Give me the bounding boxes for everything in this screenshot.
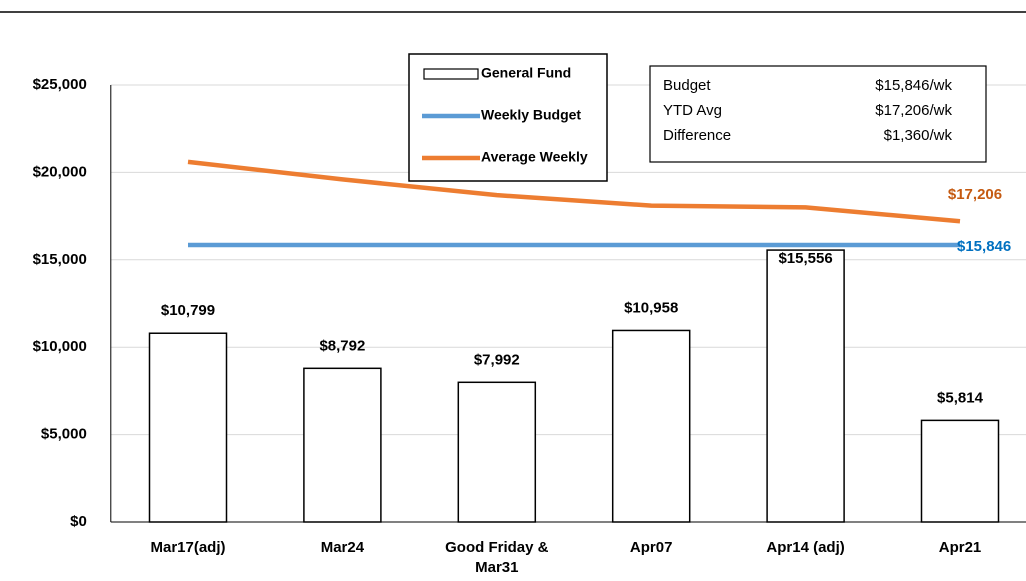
info-value: $17,206/wk bbox=[875, 102, 952, 119]
line bbox=[187, 159, 961, 224]
y-tick-label: $25,000 bbox=[33, 76, 87, 93]
x-tick-label: Mar17(adj) bbox=[150, 539, 226, 556]
y-tick-label: $20,000 bbox=[33, 163, 87, 180]
y-tick-label: $0 bbox=[70, 513, 87, 530]
info-label: YTD Avg bbox=[663, 102, 722, 119]
data-label: $10,799 bbox=[161, 302, 215, 319]
data-label: $8,792 bbox=[319, 337, 365, 354]
legend: General Fund Weekly Budget Average Weekly bbox=[408, 53, 608, 182]
bar bbox=[457, 381, 537, 523]
info-label: Budget bbox=[663, 77, 711, 94]
data-label: $10,958 bbox=[624, 299, 678, 316]
y-tick-label: $15,000 bbox=[33, 251, 87, 268]
x-tick-label: Apr07 bbox=[629, 539, 673, 556]
info-box: Budget $15,846/wk YTD Avg $17,206/wk Differe… bbox=[649, 65, 987, 163]
x-tick-label: Apr14 (adj) bbox=[766, 539, 845, 556]
x-tick-label: Good Friday & Mar31 bbox=[445, 539, 549, 576]
data-label: $17,206 bbox=[948, 186, 1002, 203]
data-label: $5,814 bbox=[937, 389, 984, 406]
bar bbox=[920, 419, 1000, 523]
y-tick-label: $5,000 bbox=[41, 426, 87, 443]
data-label: $15,846 bbox=[957, 238, 1011, 255]
y-tick-label: $10,000 bbox=[33, 338, 87, 355]
info-box-frame bbox=[649, 65, 987, 163]
x-tick-label: Apr21 bbox=[938, 539, 982, 556]
bar bbox=[148, 332, 228, 523]
bar bbox=[303, 367, 382, 523]
info-label: Difference bbox=[663, 127, 731, 144]
data-label: $15,556 bbox=[778, 250, 832, 267]
legend-label: Average Weekly bbox=[481, 149, 588, 165]
info-value: $1,360/wk bbox=[884, 127, 953, 144]
x-tick-label: Mar24 bbox=[320, 539, 365, 556]
legend-swatch bbox=[423, 68, 479, 80]
bar bbox=[611, 329, 691, 523]
legend-label: Weekly Budget bbox=[481, 107, 581, 123]
bar bbox=[766, 249, 845, 523]
legend-label: General Fund bbox=[481, 65, 571, 81]
info-value: $15,846/wk bbox=[875, 77, 952, 94]
data-label: $7,992 bbox=[474, 351, 520, 368]
